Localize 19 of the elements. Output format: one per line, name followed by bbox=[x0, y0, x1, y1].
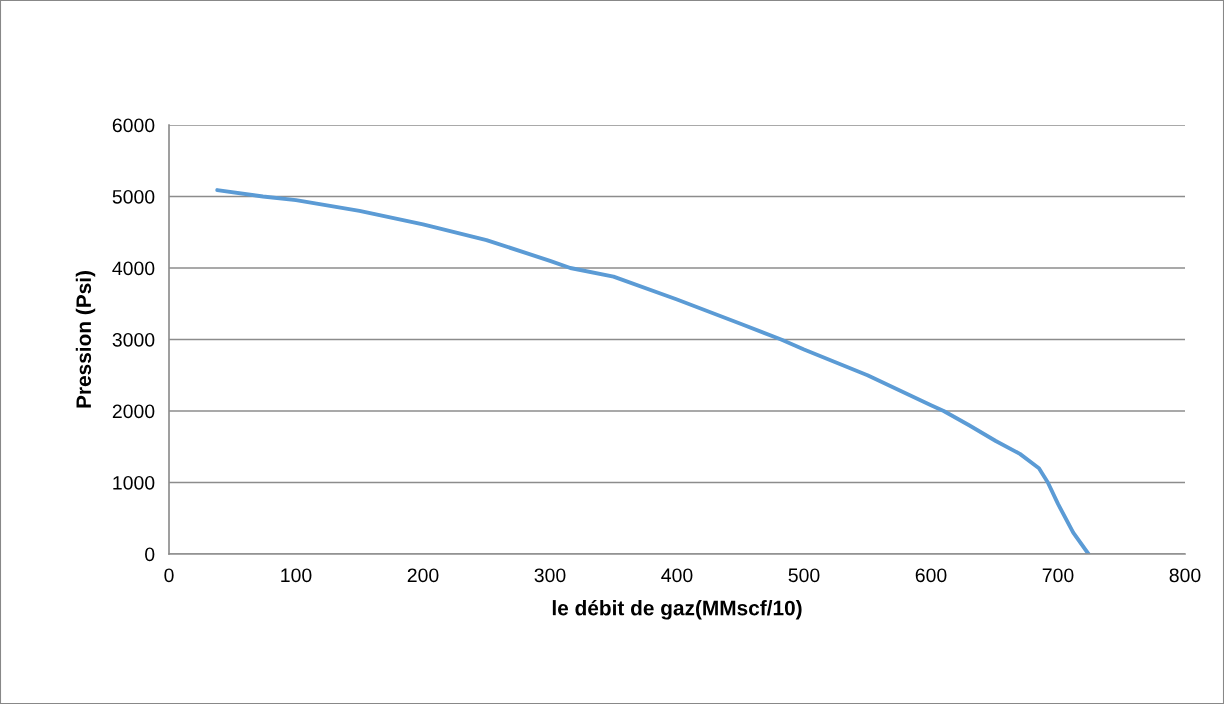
y-tick-label: 1000 bbox=[113, 475, 155, 490]
x-tick-label: 800 bbox=[1169, 568, 1201, 583]
x-tick-label: 100 bbox=[281, 568, 312, 583]
y-tick-label: 6000 bbox=[112, 118, 155, 133]
y-tick-label: 3000 bbox=[112, 332, 155, 347]
x-tick-label: 700 bbox=[1042, 568, 1074, 583]
x-tick-label: 600 bbox=[915, 568, 947, 583]
line-series bbox=[215, 188, 1091, 554]
y-tick-label: 5000 bbox=[112, 189, 155, 204]
y-tick-label: 4000 bbox=[112, 261, 155, 276]
x-tick-label: 300 bbox=[534, 568, 566, 583]
y-axis-title: Pression (Psi) bbox=[75, 271, 96, 408]
x-tick-label: 0 bbox=[164, 568, 174, 583]
x-tick-label: 200 bbox=[407, 568, 439, 583]
x-tick-label: 400 bbox=[661, 568, 693, 583]
y-tick-label: 0 bbox=[145, 547, 155, 562]
x-axis-title: le débit de gaz(MMscf/10) bbox=[552, 599, 802, 620]
y-tick-label: 2000 bbox=[112, 404, 155, 419]
x-tick-label: 500 bbox=[788, 568, 820, 583]
